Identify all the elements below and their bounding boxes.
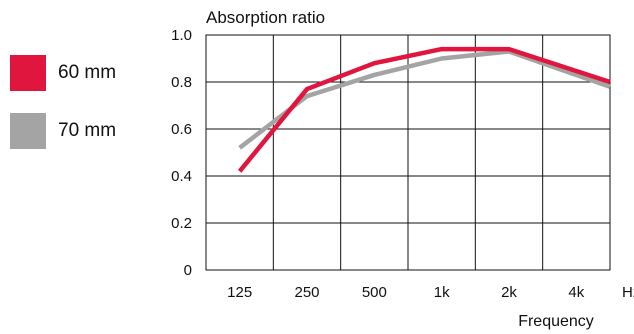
x-tick-label: 2k bbox=[501, 284, 517, 301]
chart-grid bbox=[205, 34, 611, 271]
y-tick-label: 1.0 bbox=[171, 27, 192, 44]
y-tick-label: 0.4 bbox=[171, 168, 192, 185]
y-tick-label: 0.2 bbox=[171, 215, 192, 232]
legend-item-60mm: 60 mm bbox=[10, 55, 116, 91]
x-axis-title: Frequency bbox=[518, 313, 594, 330]
chart-labels: 0 0.2 0.4 0.6 0.8 1.0 125 250 500 1k 2k 4k Hz Absorpt… bbox=[171, 8, 634, 330]
y-tick-label: 0.8 bbox=[171, 74, 192, 91]
x-tick-label: 4k bbox=[568, 284, 584, 301]
legend-swatch-70mm bbox=[10, 113, 46, 149]
x-unit-label: Hz bbox=[622, 284, 634, 301]
x-tick-label: 125 bbox=[227, 284, 252, 301]
x-tick-label: 250 bbox=[294, 284, 319, 301]
legend-label-60mm: 60 mm bbox=[58, 62, 117, 83]
legend-item-70mm: 70 mm bbox=[10, 113, 116, 149]
series-line-60mm bbox=[237, 46, 611, 173]
x-tick-label: 500 bbox=[362, 284, 387, 301]
y-tick-label: 0 bbox=[184, 262, 192, 279]
legend-swatch-60mm bbox=[10, 55, 46, 91]
chart-series bbox=[237, 46, 611, 173]
y-axis-title: Absorption ratio bbox=[206, 8, 325, 27]
legend-label-70mm: 70 mm bbox=[58, 120, 117, 141]
x-tick-label: 1k bbox=[434, 284, 450, 301]
y-tick-label: 0.6 bbox=[171, 121, 192, 138]
